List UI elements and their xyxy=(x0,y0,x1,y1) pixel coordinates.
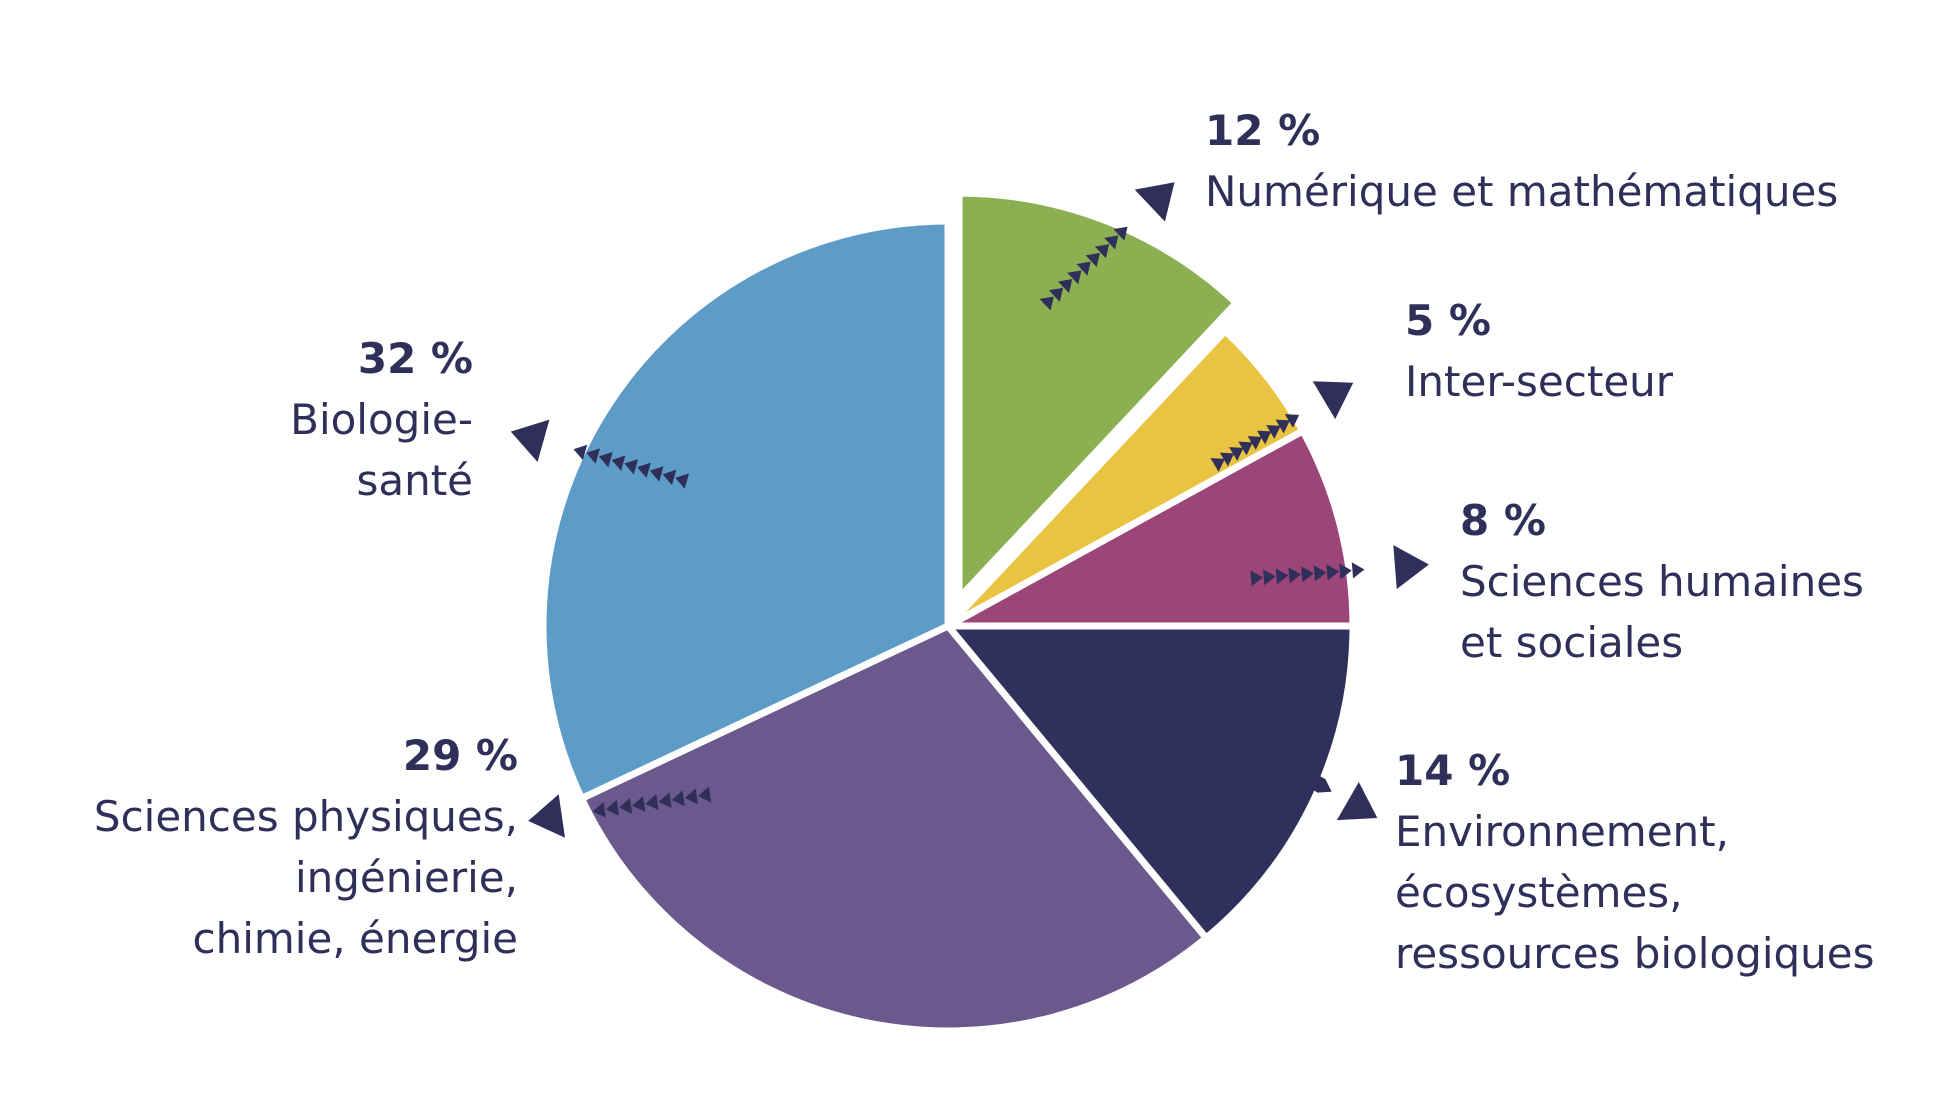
leader-arrow-shs-head xyxy=(1393,545,1429,590)
leader-arrow-bio-dot xyxy=(675,473,690,489)
leader-arrow-phys-dot xyxy=(619,797,633,814)
label-environnement: 14 % Environnement, écosystèmes, ressour… xyxy=(1395,740,1875,984)
leader-arrow-numerique-dot xyxy=(1076,261,1091,276)
pie-slices xyxy=(539,189,1357,1035)
leader-arrow-bio-dot xyxy=(598,451,613,468)
leader-arrow-numerique-head xyxy=(1134,182,1175,222)
leader-arrow-phys-dot xyxy=(645,794,659,811)
label-inter-secteur: 5 % Inter-secteur xyxy=(1405,290,1673,412)
leader-arrow-phys xyxy=(528,786,712,838)
leader-arrow-inter xyxy=(1210,381,1354,472)
leader-arrow-numerique-dot xyxy=(1048,287,1064,302)
leader-arrow-shs-dot xyxy=(1263,569,1276,586)
leader-arrow-shs xyxy=(1250,545,1429,590)
leader-arrow-numerique xyxy=(1039,182,1175,311)
leader-arrow-inter-dot xyxy=(1210,458,1225,472)
slice-percent-inter-secteur: 5 % xyxy=(1405,296,1491,345)
leader-arrow-inter-dot xyxy=(1219,452,1235,467)
leader-arrow-bio-dot xyxy=(586,448,600,464)
leader-arrow-phys-dot xyxy=(592,801,606,818)
leader-arrow-bio xyxy=(510,419,690,489)
leader-arrow-inter-dot xyxy=(1247,436,1263,450)
leader-arrow-numerique-dot xyxy=(1094,244,1110,259)
leader-arrow-inter-dot xyxy=(1229,447,1244,461)
label-numerique: 12 % Numérique et mathématiques xyxy=(1205,100,1838,222)
leader-arrow-env-head xyxy=(1336,781,1378,821)
label-biologie-sante: 32 % Biologie- santé xyxy=(290,328,473,511)
leader-arrow-bio-dot xyxy=(637,462,651,479)
leader-arrow-phys-dot xyxy=(698,786,712,803)
leader-arrow-phys-dot xyxy=(684,788,698,805)
leader-arrow-numerique-dot xyxy=(1039,296,1054,311)
slice-percent-numerique: 12 % xyxy=(1205,106,1321,155)
slice-name-biologie-sante: Biologie- santé xyxy=(290,395,473,505)
leader-arrow-numerique-dot xyxy=(1104,235,1119,250)
leader-arrow-shs-dot xyxy=(1351,562,1365,579)
leader-arrow-inter-dot xyxy=(1266,425,1281,439)
leader-arrow-inter-dot xyxy=(1256,430,1272,445)
leader-arrow-shs-dot xyxy=(1288,567,1302,584)
slice-name-numerique: Numérique et mathématiques xyxy=(1205,167,1839,216)
pie-slice-numerique xyxy=(955,189,1240,602)
leader-arrow-numerique-dot xyxy=(1058,279,1073,294)
leader-arrow-bio-dot xyxy=(573,444,588,461)
leader-arrows xyxy=(510,182,1429,838)
leader-arrow-shs-dot xyxy=(1275,568,1289,585)
leader-arrow-phys-dot xyxy=(605,799,620,816)
slice-percent-biologie-sante: 32 % xyxy=(357,334,473,383)
leader-arrow-bio-dot xyxy=(624,459,639,475)
leader-arrow-env-dot xyxy=(1317,778,1332,793)
leader-arrow-phys-dot xyxy=(632,796,646,812)
leader-arrow-shs-dot xyxy=(1301,566,1314,583)
label-shs: 8 % Sciences humaines et sociales xyxy=(1460,490,1864,673)
slice-percent-shs: 8 % xyxy=(1460,496,1546,545)
pie-slice-env xyxy=(944,622,1357,942)
leader-arrow-inter-dot xyxy=(1238,441,1253,456)
leader-arrow-phys-dot xyxy=(671,790,685,807)
leader-arrow-bio-head xyxy=(510,419,550,462)
slice-name-sciences-physiques: Sciences physiques, ingénierie, chimie, … xyxy=(93,792,518,963)
leader-arrow-bio-dot xyxy=(611,455,626,471)
leader-arrow-shs-dot xyxy=(1326,564,1340,581)
leader-arrow-env xyxy=(1312,776,1378,821)
slice-name-inter-secteur: Inter-secteur xyxy=(1405,357,1674,406)
leader-arrow-shs-dot xyxy=(1313,565,1327,582)
leader-arrow-phys-head xyxy=(528,794,566,838)
leader-arrow-inter-dot xyxy=(1284,414,1300,428)
leader-arrow-shs-dot xyxy=(1250,570,1263,587)
leader-arrow-inter-head xyxy=(1312,381,1354,420)
leader-arrow-bio-dot xyxy=(649,466,664,482)
slice-percent-sciences-physiques: 29 % xyxy=(402,731,518,780)
label-sciences-physiques: 29 % Sciences physiques, ingénierie, chi… xyxy=(94,725,518,969)
leader-arrow-phys-dot xyxy=(658,792,672,809)
leader-arrow-numerique-dot xyxy=(1067,270,1082,285)
pie-slice-bio xyxy=(539,217,952,802)
leader-arrow-bio-dot xyxy=(662,469,677,486)
slice-name-shs: Sciences humaines et sociales xyxy=(1460,557,1864,667)
slice-name-environnement: Environnement, écosystèmes, ressources b… xyxy=(1395,807,1875,978)
leader-arrow-shs-dot xyxy=(1339,563,1352,580)
leader-arrow-numerique-dot xyxy=(1113,226,1128,241)
leader-arrow-numerique-dot xyxy=(1085,252,1100,267)
leader-arrow-inter-dot xyxy=(1275,419,1290,434)
slice-percent-environnement: 14 % xyxy=(1395,746,1511,795)
